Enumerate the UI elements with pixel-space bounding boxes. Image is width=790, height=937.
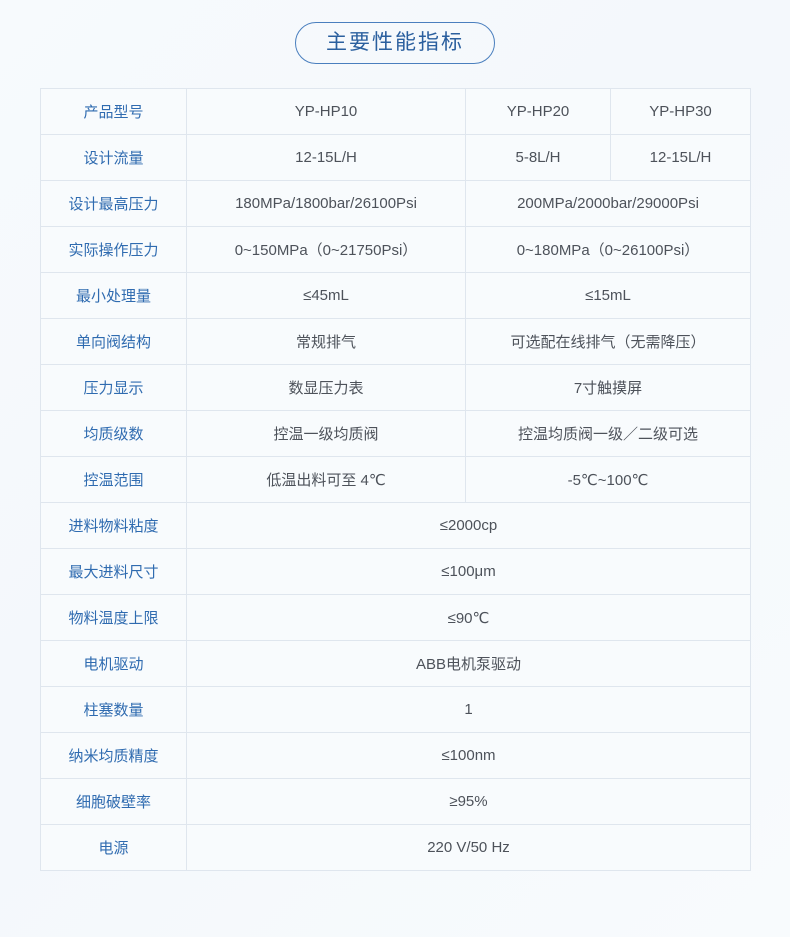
row-label: 控温范围 [40,456,187,503]
table-row: 电机驱动 ABB电机泵驱动 [40,640,751,687]
table-row: 设计流量 12-15L/H 5-8L/H 12-15L/H [40,134,751,181]
row-value: ≤100μm [186,548,751,595]
row-value: 控温一级均质阀 [186,410,466,457]
row-label: 电源 [40,824,187,871]
row-value: 220 V/50 Hz [186,824,751,871]
row-value: ABB电机泵驱动 [186,640,751,687]
row-value: ≤2000cp [186,502,751,549]
table-row: 柱塞数量 1 [40,686,751,733]
row-value: -5℃~100℃ [465,456,751,503]
table-row: 纳米均质精度 ≤100nm [40,732,751,779]
row-value: 180MPa/1800bar/26100Psi [186,180,466,227]
table-row: 压力显示 数显压力表 7寸触摸屏 [40,364,751,411]
table-row: 物料温度上限 ≤90℃ [40,594,751,641]
row-value: YP-HP20 [465,88,611,135]
row-label: 单向阀结构 [40,318,187,365]
row-label: 压力显示 [40,364,187,411]
row-value: 可选配在线排气（无需降压） [465,318,751,365]
row-value: 低温出料可至 4℃ [186,456,466,503]
table-row: 实际操作压力 0~150MPa（0~21750Psi） 0~180MPa（0~261… [40,226,751,273]
row-value: 5-8L/H [465,134,611,181]
page-title: 主要性能指标 [295,22,495,65]
table-row: 进料物料粘度 ≤2000cp [40,502,751,549]
table-row: 控温范围 低温出料可至 4℃ -5℃~100℃ [40,456,751,503]
row-value: 12-15L/H [186,134,466,181]
row-value: 7寸触摸屏 [465,364,751,411]
table-row: 细胞破壁率 ≥95% [40,778,751,825]
row-value: ≤15mL [465,272,751,319]
row-value: 0~180MPa（0~26100Psi） [465,226,751,273]
table-row: 设计最高压力 180MPa/1800bar/26100Psi 200MPa/2000… [40,180,751,227]
row-label: 进料物料粘度 [40,502,187,549]
row-label: 纳米均质精度 [40,732,187,779]
table-row: 最小处理量 ≤45mL ≤15mL [40,272,751,319]
specifications-table-body: 产品型号 YP-HP10 YP-HP20 YP-HP30 设计流量 12-15L/H 5-8… [40,88,751,871]
row-value: 0~150MPa（0~21750Psi） [186,226,466,273]
table-row: 最大进料尺寸 ≤100μm [40,548,751,595]
row-value: ≤90℃ [186,594,751,641]
row-label: 设计最高压力 [40,180,187,227]
row-value: ≥95% [186,778,751,825]
row-value: 常规排气 [186,318,466,365]
row-value: ≤100nm [186,732,751,779]
table-row: 单向阀结构 常规排气 可选配在线排气（无需降压） [40,318,751,365]
row-label: 实际操作压力 [40,226,187,273]
row-label: 电机驱动 [40,640,187,687]
row-value: YP-HP10 [186,88,466,135]
row-value: 数显压力表 [186,364,466,411]
row-value: 1 [186,686,751,733]
row-label: 设计流量 [40,134,187,181]
row-label: 均质级数 [40,410,187,457]
row-label: 细胞破壁率 [40,778,187,825]
table-row: 电源 220 V/50 Hz [40,824,751,871]
row-value: 控温均质阀一级／二级可选 [465,410,751,457]
page-title-container: 主要性能指标 [0,0,790,65]
row-label: 最小处理量 [40,272,187,319]
row-label: 最大进料尺寸 [40,548,187,595]
row-label: 物料温度上限 [40,594,187,641]
table-row: 产品型号 YP-HP10 YP-HP20 YP-HP30 [40,88,751,135]
table-row: 均质级数 控温一级均质阀 控温均质阀一级／二级可选 [40,410,751,457]
row-label: 产品型号 [40,88,187,135]
row-value: 200MPa/2000bar/29000Psi [465,180,751,227]
row-value: 12-15L/H [610,134,751,181]
row-value: ≤45mL [186,272,466,319]
row-value: YP-HP30 [610,88,751,135]
specifications-table: 产品型号 YP-HP10 YP-HP20 YP-HP30 设计流量 12-15L/H 5-8… [40,88,751,871]
row-label: 柱塞数量 [40,686,187,733]
